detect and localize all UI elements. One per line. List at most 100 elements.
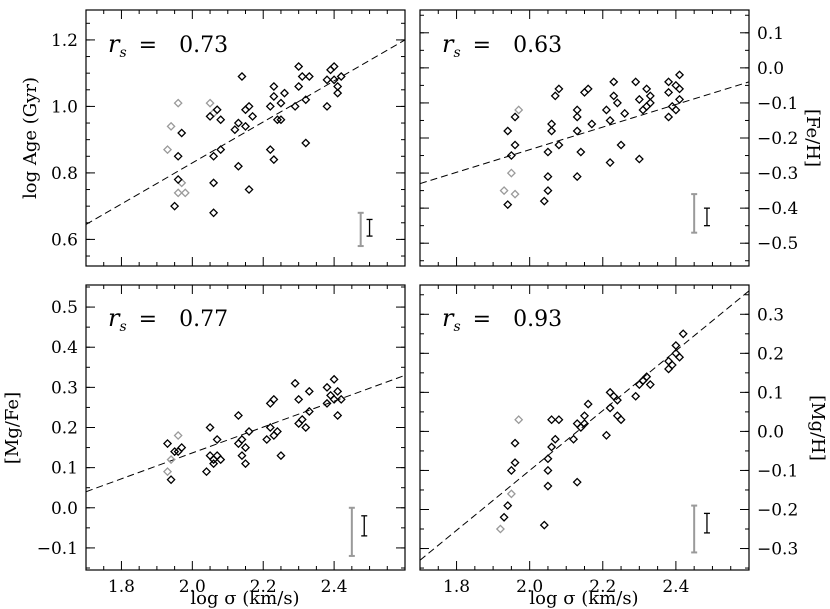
data-point: [579, 419, 590, 429]
data-point: [240, 459, 251, 469]
data-point: [336, 394, 346, 404]
data-point: [205, 451, 215, 461]
data-point: [272, 115, 282, 125]
panel-frame-mgfe: [85, 284, 406, 571]
data-point: [294, 418, 304, 429]
y-tick-label: 0.3: [51, 378, 78, 398]
data-point: [294, 394, 304, 404]
data-point: [294, 62, 304, 72]
data-point: [201, 467, 212, 477]
data-point: [510, 438, 520, 448]
data-point: [601, 105, 611, 115]
data-point: [638, 105, 648, 115]
data-point: [664, 77, 674, 87]
data-point: [262, 435, 272, 445]
data-point: [216, 145, 226, 155]
y-tick-label: −0.1: [757, 461, 798, 481]
fit-line: [420, 81, 749, 185]
data-point: [297, 71, 307, 82]
data-point: [248, 111, 258, 121]
data-point: [642, 372, 652, 382]
y-tick-label: 0.8: [51, 164, 78, 184]
data-point: [326, 390, 336, 400]
ylabel-age: log Age (Gyr): [20, 77, 41, 199]
data-point: [301, 95, 311, 105]
y-tick-label: −0.1: [37, 539, 78, 559]
data-point: [671, 340, 681, 351]
data-point: [678, 329, 688, 339]
data-point: [297, 414, 307, 424]
data-point: [279, 88, 290, 98]
y-tick-label: −0.1: [757, 94, 798, 114]
data-point: [547, 126, 557, 136]
data-point: [612, 98, 622, 108]
data-point: [631, 391, 641, 401]
fit-line: [420, 290, 749, 561]
data-point: [605, 403, 615, 413]
data-point: [166, 475, 176, 485]
data-point: [612, 411, 622, 421]
data-point: [506, 151, 516, 161]
data-point: [209, 208, 219, 218]
x-tick-label: 2.2: [250, 577, 277, 597]
data-point: [620, 108, 630, 118]
data-point: [543, 147, 553, 157]
data-point: [645, 380, 655, 390]
data-point: [269, 91, 279, 101]
data-point: [609, 77, 619, 87]
y-tick-label: 0.5: [51, 298, 78, 318]
panel-frame-age: [85, 9, 406, 267]
data-point: [301, 422, 311, 433]
data-point: [503, 126, 513, 136]
data-point: [272, 426, 282, 437]
data-point: [510, 112, 520, 122]
data-point: [301, 138, 311, 148]
data-point: [269, 394, 279, 404]
data-point: [583, 399, 593, 409]
data-point: [265, 398, 275, 408]
ylabel-mgh: [Mg/H]: [807, 395, 828, 461]
data-point: [554, 84, 564, 94]
data-point: [612, 395, 622, 405]
data-point: [329, 394, 339, 404]
panel-age: 0.6 0.8 1.0 1.2: [51, 10, 406, 266]
data-point: [322, 398, 332, 408]
data-point: [543, 186, 553, 196]
data-point: [572, 112, 582, 122]
panel-frame-feh: [419, 9, 750, 267]
y-tick-label: −0.4: [757, 199, 798, 219]
data-point: [569, 434, 579, 444]
data-point: [547, 442, 557, 452]
data-point: [244, 185, 254, 195]
data-point-gray: [514, 415, 524, 425]
data-point: [572, 419, 582, 429]
data-point: [667, 360, 677, 370]
data-point: [634, 94, 644, 104]
x-tick-label: 2.4: [662, 577, 689, 597]
rs-label-feh: rs = 0.63: [442, 30, 562, 61]
data-point: [671, 80, 681, 90]
data-point: [276, 115, 286, 125]
data-point: [554, 415, 564, 425]
data-point: [237, 435, 247, 445]
x-tick-label: 2.0: [179, 577, 206, 597]
data-point-gray: [180, 188, 190, 198]
data-point: [664, 87, 674, 97]
data-point: [233, 410, 243, 420]
y-tick-label: 0.3: [757, 305, 784, 325]
data-point: [572, 126, 582, 136]
data-point-gray: [205, 98, 215, 108]
y-tick-label: 0.2: [51, 419, 78, 439]
data-point: [205, 111, 215, 121]
xlabel-right: log σ (km/s): [529, 588, 638, 609]
data-point-gray: [173, 188, 183, 198]
data-point: [634, 380, 644, 390]
y-tick-label: 0.1: [757, 24, 784, 44]
rs-label-age: rs = 0.73: [108, 30, 228, 61]
data-point-gray: [514, 105, 524, 115]
data-point: [664, 356, 674, 366]
data-point: [244, 101, 254, 111]
data-point: [216, 115, 226, 125]
y-tick-label: 0.0: [757, 422, 784, 442]
